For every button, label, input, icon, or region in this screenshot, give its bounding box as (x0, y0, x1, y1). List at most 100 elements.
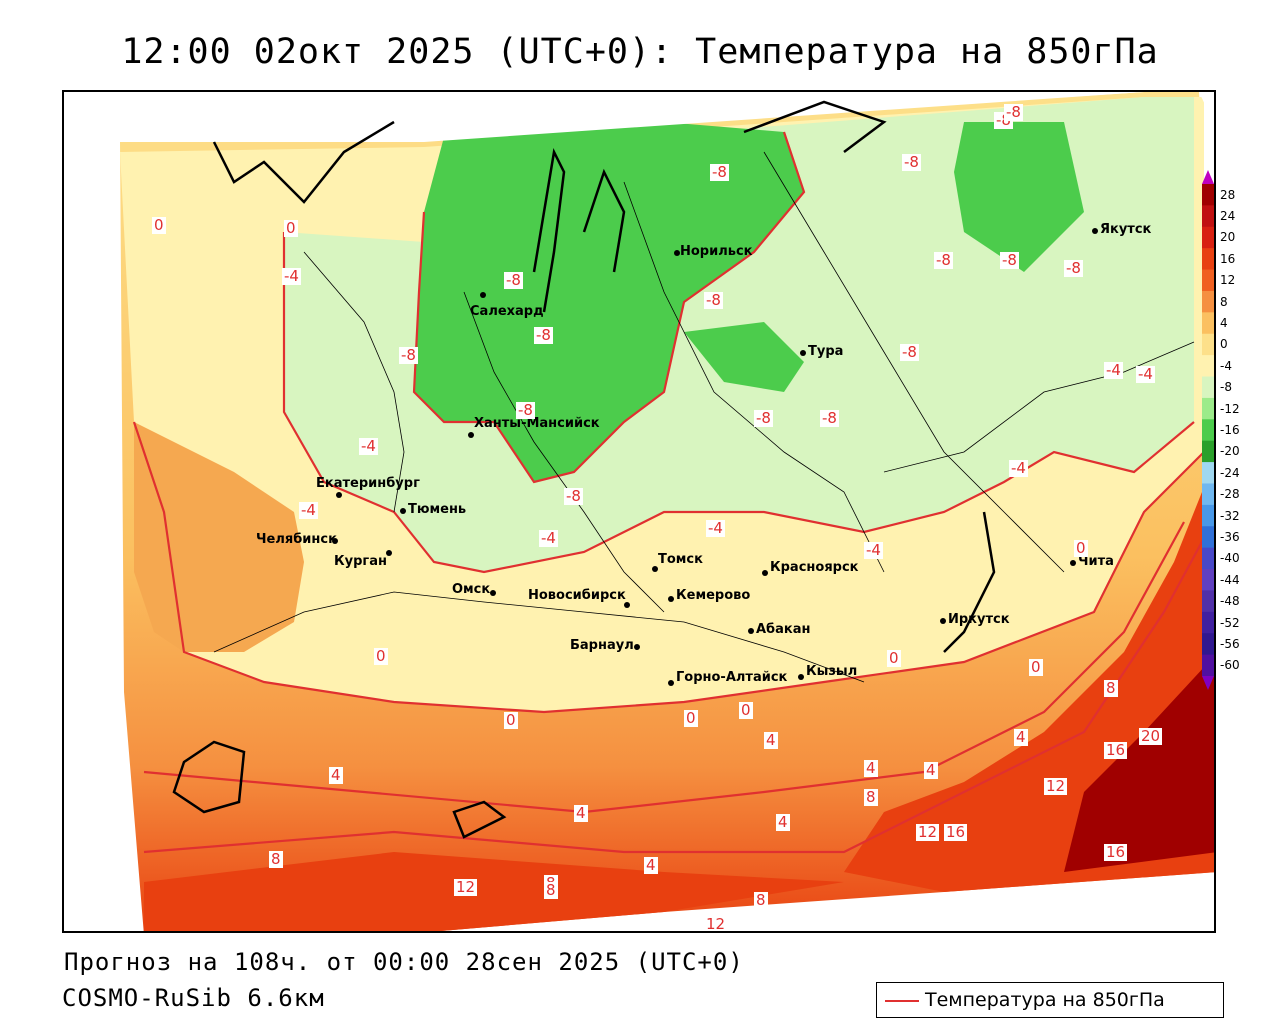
colorbar-tick-label: -60 (1220, 658, 1240, 673)
city-label-chelyabinsk: Челябинск (256, 532, 337, 547)
city-label-irkutsk: Иркутск (948, 612, 1010, 627)
isotherm-value-label: 8 (754, 891, 768, 909)
legend-line-swatch (885, 1000, 919, 1002)
colorbar-top-arrow (1202, 170, 1214, 184)
colorbar-tick-label: -4 (1220, 358, 1232, 373)
isotherm-value-label: -8 (399, 346, 418, 364)
colorbar-tick-label: -12 (1220, 401, 1240, 416)
colorbar-tick-label: -44 (1220, 572, 1240, 587)
colorbar-tick-label: 12 (1220, 273, 1236, 288)
colorbar-bottom-arrow (1202, 676, 1214, 690)
isotherm-value-label: 4 (329, 766, 343, 784)
isotherm-eight (143, 517, 1214, 854)
colorbar-swatch (1202, 419, 1214, 442)
legend-label: Температура на 850гПа (925, 989, 1165, 1011)
legend: Температура на 850гПа (876, 982, 1224, 1018)
isotherm-value-label: 0 (1074, 539, 1088, 557)
city-label-gorno-altaysk: Горно-Алтайск (676, 670, 788, 685)
isotherm-value-label: -8 (710, 163, 729, 181)
colorbar-tick-label: 0 (1220, 337, 1228, 352)
city-label-kurgan: Курган (334, 554, 387, 569)
border-5 (213, 591, 865, 683)
isotherm-value-label: -8 (564, 487, 583, 505)
isotherm-value-label: 16 (1104, 741, 1128, 759)
city-label-salekhard: Салехард (470, 304, 544, 319)
isotherm-value-label: 4 (574, 804, 588, 822)
isotherm-four (143, 521, 1185, 814)
isotherm-value-label: 12 (454, 878, 478, 896)
colorbar-swatch (1202, 226, 1214, 249)
isotherm-value-label: 4 (1014, 728, 1028, 746)
colorbar-tick-label: 8 (1220, 294, 1228, 309)
colorbar-swatches (1202, 170, 1214, 690)
city-label-yekaterinburg: Екатеринбург (316, 476, 420, 491)
colorbar-swatch (1202, 569, 1214, 591)
isotherm-value-label: 12 (916, 823, 940, 841)
isotherm-value-label: 0 (739, 701, 753, 719)
isotherm-value-label: -4 (706, 519, 725, 537)
city-label-barnaul: Барнаул (570, 638, 634, 653)
isotherm-value-label: -8 (504, 271, 523, 289)
isotherm-value-label: -8 (516, 401, 535, 419)
colorbar-swatch (1202, 269, 1214, 292)
city-label-khanty-mansiysk: Ханты-Мансийск (474, 416, 600, 431)
border-3 (623, 181, 885, 573)
isotherm-value-label: 8 (269, 850, 283, 868)
colorbar-swatch (1202, 504, 1214, 527)
isotherm-value-label: 8 (544, 881, 558, 899)
border-2 (463, 291, 665, 613)
isotherm-zero (132, 421, 1205, 714)
isotherm-value-label: -8 (704, 291, 723, 309)
colorbar-swatch (1202, 654, 1214, 677)
colorbar-tick-label: -48 (1220, 594, 1240, 609)
colorbar-swatch (1202, 590, 1214, 613)
colorbar-tick-label: -32 (1220, 508, 1240, 523)
map-title: 12:00 02окт 2025 (UTC+0): Температура на… (121, 32, 1159, 72)
colorbar-swatch (1202, 462, 1214, 484)
city-label-norilsk: Норильск (680, 244, 753, 259)
city-label-tura: Тура (808, 344, 844, 359)
isotherm-value-label: 0 (504, 711, 518, 729)
colorbar-tick-label: 28 (1220, 187, 1236, 202)
colorbar-tick-label: -8 (1220, 380, 1232, 395)
coast-north-west (212, 120, 395, 204)
colorbar: 28 24 20 16 12 8 4 0 -4 -8 -12 -16 -20 -24 -28 -32 -36 -4… (1200, 170, 1280, 690)
border-1 (303, 251, 405, 513)
isotherm-value-label: -8 (534, 326, 553, 344)
isotherm-value-label: 0 (374, 647, 388, 665)
colorbar-swatch (1202, 290, 1214, 313)
isotherm-value-label: 20 (1139, 727, 1163, 745)
colorbar-tick-label: -56 (1220, 636, 1240, 651)
isotherm-value-label: -8 (754, 409, 773, 427)
isotherm-value-label: 0 (887, 649, 901, 667)
colorbar-tick-label: -20 (1220, 444, 1240, 459)
coast-taymyr (743, 100, 887, 153)
isotherm-value-label: 4 (644, 856, 658, 874)
isotherm-value-label: -4 (1104, 361, 1123, 379)
coast-gydan (582, 168, 626, 273)
isotherm-value-label: -4 (282, 267, 301, 285)
colorbar-swatch (1202, 547, 1214, 570)
colorbar-swatch (1202, 397, 1214, 420)
colorbar-swatch (1202, 248, 1214, 271)
temperature-map (64, 92, 1214, 931)
colorbar-tick-label: -16 (1220, 423, 1240, 437)
city-label-novosibirsk: Новосибирск (528, 588, 626, 603)
isotherm-value-label: -8 (1000, 251, 1019, 269)
city-label-tyumen: Тюмень (408, 502, 467, 517)
isotherm-value-label: 12 (704, 915, 728, 933)
colorbar-swatch (1202, 440, 1214, 463)
colorbar-swatch (1202, 355, 1214, 378)
isotherm-value-label: -4 (539, 529, 558, 547)
isotherm-value-label: 4 (924, 761, 938, 779)
isotherm-value-label: 4 (864, 759, 878, 777)
isotherm-value-label: -4 (299, 501, 318, 519)
region-hot-core (1064, 656, 1214, 872)
city-label-chita: Чита (1078, 554, 1114, 569)
map-panel: Салехард Норильск Якутск Тура Ханты-Манс… (62, 90, 1216, 933)
city-label-yakutsk: Якутск (1100, 222, 1152, 237)
city-label-kyzyl: Кызыл (806, 664, 858, 679)
isotherm-value-label: -4 (1136, 365, 1155, 383)
colorbar-swatch (1202, 633, 1214, 656)
isotherm-value-label: 12 (1044, 777, 1068, 795)
